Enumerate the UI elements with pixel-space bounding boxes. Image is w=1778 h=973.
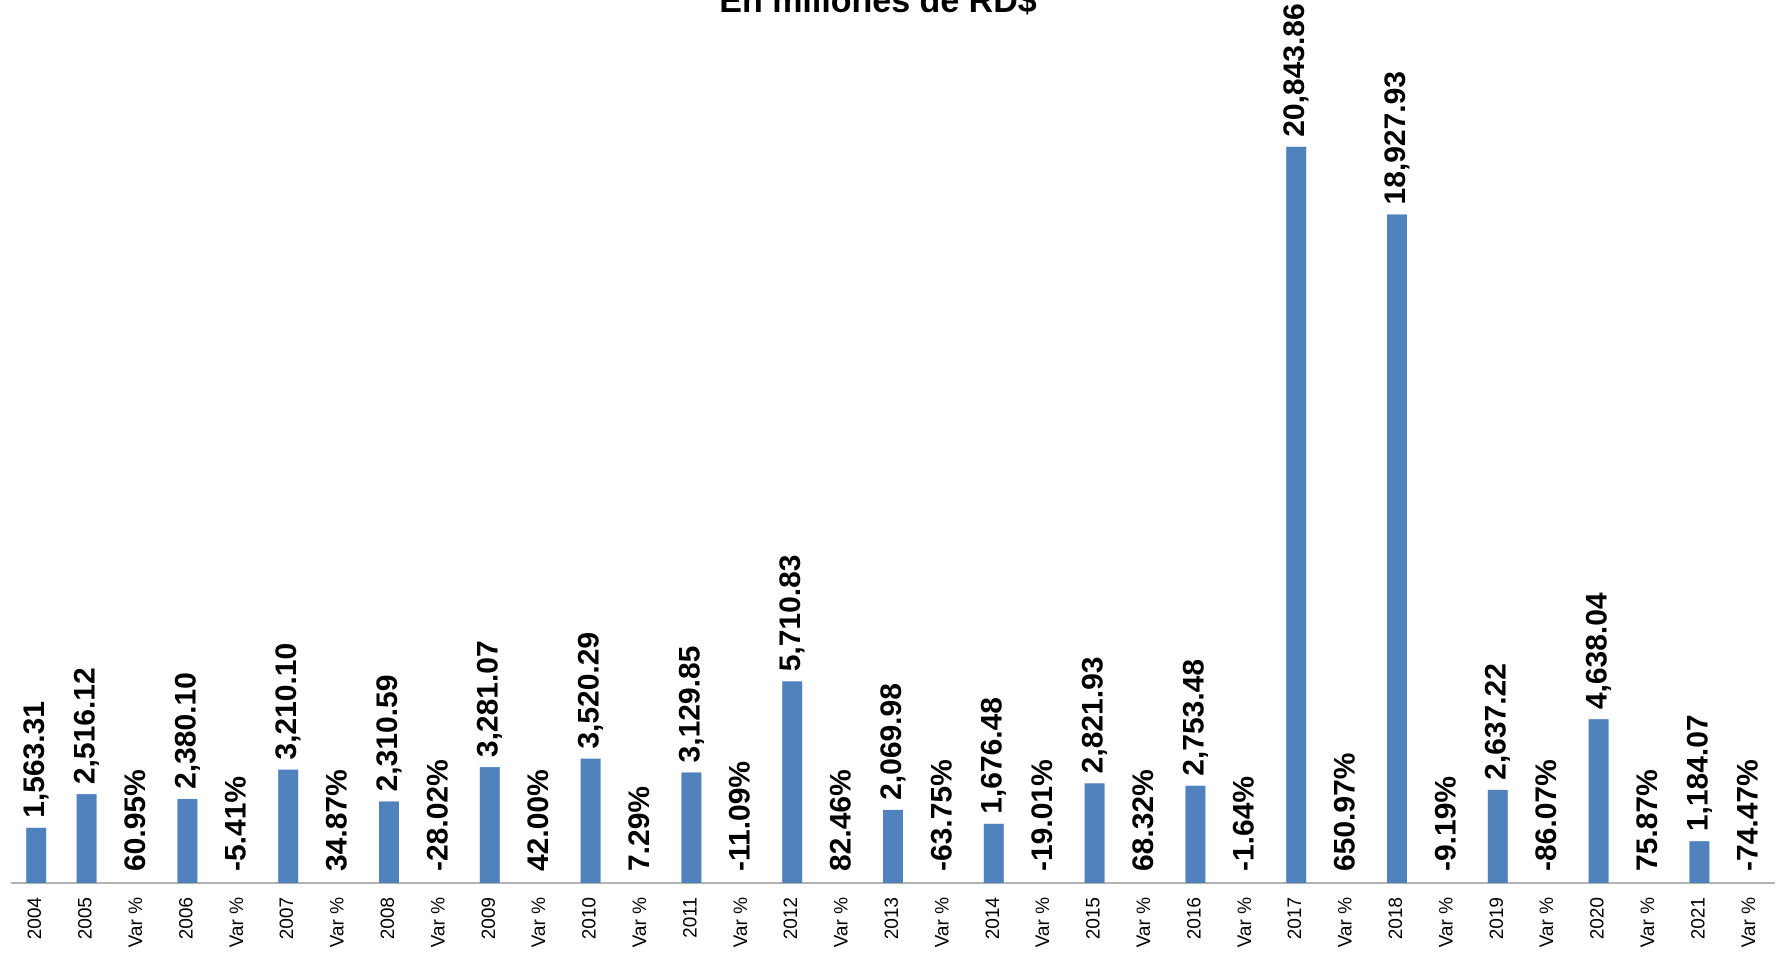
bar bbox=[1286, 146, 1307, 883]
variation-label: -5.41% bbox=[220, 776, 253, 871]
bar bbox=[580, 758, 601, 883]
variation-label: -28.02% bbox=[421, 759, 454, 871]
bar bbox=[479, 767, 500, 883]
chart-title: En millones de RD$ bbox=[719, 0, 1036, 20]
data-label: 2,516.12 bbox=[69, 667, 102, 784]
variation-label: -86.07% bbox=[1530, 759, 1563, 871]
variation-label: -1.64% bbox=[1228, 776, 1261, 871]
bar bbox=[1487, 789, 1508, 883]
x-tick-label: 2007 bbox=[277, 897, 298, 939]
x-tick-label: Var % bbox=[630, 897, 651, 947]
x-tick-label: Var % bbox=[1436, 897, 1457, 947]
variation-label: -63.75% bbox=[925, 759, 958, 871]
variation-label: 7.29% bbox=[623, 786, 656, 871]
variation-label: 68.32% bbox=[1127, 769, 1160, 871]
x-tick-label: Var % bbox=[1638, 897, 1659, 947]
variation-label: 650.97% bbox=[1329, 753, 1362, 871]
data-label: 2,821.93 bbox=[1077, 657, 1110, 774]
variation-label: 42.00% bbox=[522, 769, 555, 871]
variation-label: -9.19% bbox=[1429, 776, 1462, 871]
data-label: 4,638.04 bbox=[1581, 592, 1614, 709]
x-tick-label: 2016 bbox=[1184, 897, 1205, 939]
variation-label: 75.87% bbox=[1631, 769, 1664, 871]
data-label: 18,927.93 bbox=[1379, 71, 1412, 204]
data-label: 2,069.98 bbox=[875, 683, 908, 800]
data-label: 2,310.59 bbox=[371, 675, 404, 792]
x-tick-label: 2008 bbox=[378, 897, 399, 939]
data-label: 1,563.31 bbox=[18, 701, 51, 818]
x-tick-label: 2012 bbox=[781, 897, 802, 939]
data-label: 1,676.48 bbox=[976, 697, 1009, 814]
variation-label: -19.01% bbox=[1026, 759, 1059, 871]
bar bbox=[1387, 214, 1407, 883]
variation-label: 82.46% bbox=[825, 769, 858, 871]
bar bbox=[278, 769, 299, 883]
x-tick-label: Var % bbox=[832, 897, 853, 947]
bar bbox=[1588, 719, 1609, 883]
bar bbox=[983, 823, 1004, 883]
x-tick-label: 2021 bbox=[1688, 897, 1709, 939]
x-tick-label: 2019 bbox=[1487, 897, 1508, 939]
x-tick-label: 2020 bbox=[1588, 897, 1609, 939]
x-tick-label: 2014 bbox=[983, 897, 1004, 940]
variation-label: -74.47% bbox=[1732, 759, 1765, 871]
variation-label: 60.95% bbox=[119, 769, 152, 871]
x-tick-label: Var % bbox=[932, 897, 953, 947]
x-tick-label: 2013 bbox=[882, 897, 903, 939]
data-label: 5,710.83 bbox=[774, 555, 807, 672]
x-tick-label: Var % bbox=[731, 897, 752, 947]
variation-label: 34.87% bbox=[321, 769, 354, 871]
x-tick-label: 2006 bbox=[176, 897, 197, 939]
data-label: 2,380.10 bbox=[169, 672, 202, 789]
bar bbox=[26, 827, 47, 883]
x-tick-label: Var % bbox=[1336, 897, 1357, 947]
x-tick-label: 2005 bbox=[76, 897, 97, 939]
x-tick-label: Var % bbox=[529, 897, 550, 947]
data-label: 3,210.10 bbox=[270, 643, 303, 760]
x-tick-label: Var % bbox=[1134, 897, 1155, 947]
bar bbox=[1185, 785, 1206, 883]
bar bbox=[782, 681, 803, 883]
x-tick-label: 2017 bbox=[1285, 897, 1306, 939]
data-label: 1,184.07 bbox=[1681, 714, 1714, 831]
x-tick-label: 2015 bbox=[1084, 897, 1105, 939]
bar bbox=[883, 809, 903, 883]
bar bbox=[379, 801, 399, 883]
data-label: 2,753.48 bbox=[1177, 659, 1210, 776]
data-label: 3,520.29 bbox=[573, 632, 606, 749]
x-tick-label: Var % bbox=[1537, 897, 1558, 947]
bar bbox=[1084, 783, 1105, 883]
x-tick-label: 2018 bbox=[1386, 897, 1407, 939]
x-tick-label: 2004 bbox=[25, 897, 46, 940]
data-label: 2,637.22 bbox=[1480, 663, 1513, 780]
x-tick-label: Var % bbox=[126, 897, 147, 947]
x-tick-label: Var % bbox=[1033, 897, 1054, 947]
bar bbox=[76, 794, 97, 883]
bar bbox=[177, 798, 198, 883]
bar bbox=[1689, 841, 1710, 883]
x-tick-label: Var % bbox=[1235, 897, 1256, 947]
x-tick-label: 2010 bbox=[580, 897, 601, 939]
data-label: 20,843.86 bbox=[1278, 3, 1311, 136]
x-tick-label: Var % bbox=[1739, 897, 1760, 947]
data-label: 3,281.07 bbox=[472, 640, 505, 757]
x-tick-label: Var % bbox=[328, 897, 349, 947]
variation-label: -11.09% bbox=[724, 761, 757, 871]
x-tick-label: 2009 bbox=[479, 897, 500, 939]
x-tick-label: Var % bbox=[227, 897, 248, 947]
x-tick-label: Var % bbox=[428, 897, 449, 947]
x-tick-label: 2011 bbox=[680, 897, 701, 938]
data-label: 3,129.85 bbox=[673, 646, 706, 763]
bar bbox=[681, 772, 702, 883]
